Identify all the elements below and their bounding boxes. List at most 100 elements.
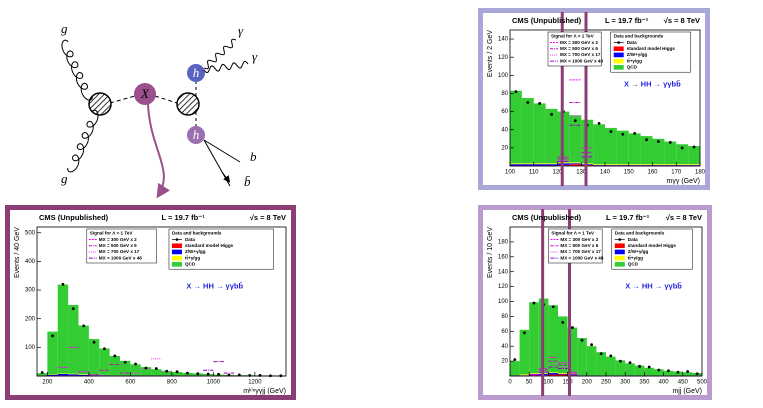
stack-bar — [110, 356, 120, 375]
stack-bar — [548, 305, 558, 372]
legend-swatch — [172, 262, 182, 267]
y-tick-label: 120 — [498, 55, 509, 61]
stack-bar — [617, 131, 629, 165]
legend-swatch — [614, 59, 624, 64]
quark-label: b̄ — [244, 174, 251, 189]
x-tick-label: 100 — [505, 170, 516, 176]
stack-bar — [617, 164, 629, 165]
stack-bar — [676, 164, 688, 165]
x-tick-label: 800 — [167, 380, 178, 386]
data-point — [648, 366, 651, 369]
luminosity: L = 19.7 fb⁻¹ — [162, 213, 206, 222]
stack-bar — [510, 91, 522, 164]
stack-bar — [605, 164, 617, 165]
data-point — [610, 130, 613, 133]
data-point — [693, 146, 696, 149]
data-point — [523, 331, 526, 334]
legend-label: MX = 700 GeV x 17 — [99, 249, 140, 254]
stack-bar — [558, 373, 568, 374]
legend-label: QCD — [627, 65, 638, 70]
y-tick-label: 40 — [501, 344, 508, 350]
energy: √s = 8 TeV — [664, 16, 700, 25]
x-tick-label: 500 — [697, 380, 708, 386]
x-tick-label: 600 — [125, 380, 136, 386]
antiquark-line — [204, 140, 230, 186]
data-point — [686, 370, 689, 373]
data-point — [621, 133, 624, 136]
legend-label: Data — [185, 237, 195, 242]
legend-label: MX = 500 GeV x 6 — [99, 243, 137, 248]
legend-label: MX = 300 GeV x 2 — [560, 237, 598, 242]
energy: √s = 8 TeV — [666, 213, 702, 222]
stack-bar — [79, 374, 89, 375]
x-tick-label: 140 — [600, 170, 611, 176]
stack-bar — [569, 162, 581, 163]
stack-bar — [587, 346, 597, 376]
legend-swatch — [172, 243, 182, 248]
y-tick-label: 180 — [498, 239, 509, 245]
stack-bar — [688, 164, 700, 165]
y-tick-label: 60 — [501, 329, 508, 335]
stack-bar — [58, 374, 68, 375]
stack-bar — [664, 164, 676, 165]
data-point — [533, 302, 536, 305]
legend-label: Z/W+γ/gg — [628, 249, 649, 254]
data-point — [657, 369, 660, 372]
stack-bar — [529, 373, 539, 374]
legend-label: tt̄+γ/gg — [185, 255, 200, 260]
stack-bar — [548, 373, 558, 374]
stack-bar — [510, 163, 522, 164]
legend-title: Data and backgrounds — [615, 231, 665, 236]
stack-bar — [520, 375, 530, 376]
gluon-line — [68, 110, 98, 172]
legend-label: MX = 1000 GeV x 48 — [99, 255, 142, 260]
y-tick-label: 400 — [25, 259, 36, 265]
x-tick-label: 180 — [695, 170, 706, 176]
arrow — [222, 172, 228, 180]
x-tick-label: 400 — [659, 380, 670, 386]
data-point — [217, 373, 220, 376]
x-tick-label: 100 — [543, 380, 554, 386]
data-point — [581, 339, 584, 342]
x-axis-label: mγγ (GeV) — [667, 178, 700, 185]
stack-bar — [534, 163, 546, 164]
legend-label: Z/W+γ/gg — [185, 249, 206, 254]
legend-swatch — [614, 46, 624, 51]
stack-bar — [151, 369, 161, 376]
data-point — [645, 138, 648, 141]
legend-swatch — [615, 250, 625, 255]
stack-bar — [99, 348, 109, 374]
data-point — [638, 365, 641, 368]
data-point — [196, 372, 199, 375]
propagator — [110, 96, 135, 103]
data-point — [609, 354, 612, 357]
legend-swatch — [615, 243, 625, 248]
data-point — [600, 352, 603, 355]
data-point — [72, 307, 75, 310]
quark-line — [204, 140, 240, 162]
gluon-label: g — [61, 171, 68, 186]
legend-swatch — [176, 238, 179, 241]
y-tick-label: 20 — [501, 359, 508, 365]
chart-title: CMS (Unpublished) — [512, 16, 582, 25]
stack-bar — [569, 115, 581, 162]
legend-label: MX = 300 GeV x 2 — [560, 40, 598, 45]
data-point — [590, 343, 593, 346]
stack-bar — [616, 360, 626, 376]
legend-label: tt̄+γ/gg — [628, 255, 643, 260]
legend-swatch — [615, 256, 625, 261]
stack-bar — [510, 361, 520, 376]
stack-bar — [546, 109, 558, 163]
data-point — [571, 326, 574, 329]
x-tick-label: 200 — [42, 380, 53, 386]
chart-title: CMS (Unpublished) — [512, 213, 582, 222]
data-point — [51, 334, 54, 337]
stack-bar — [641, 164, 653, 165]
x-tick-label: 170 — [671, 170, 682, 176]
x-tick-label: 350 — [639, 380, 650, 386]
data-point — [667, 369, 670, 372]
stack-bar — [522, 163, 534, 164]
data-point — [103, 347, 106, 350]
data-point — [155, 367, 158, 370]
data-point — [696, 372, 699, 375]
